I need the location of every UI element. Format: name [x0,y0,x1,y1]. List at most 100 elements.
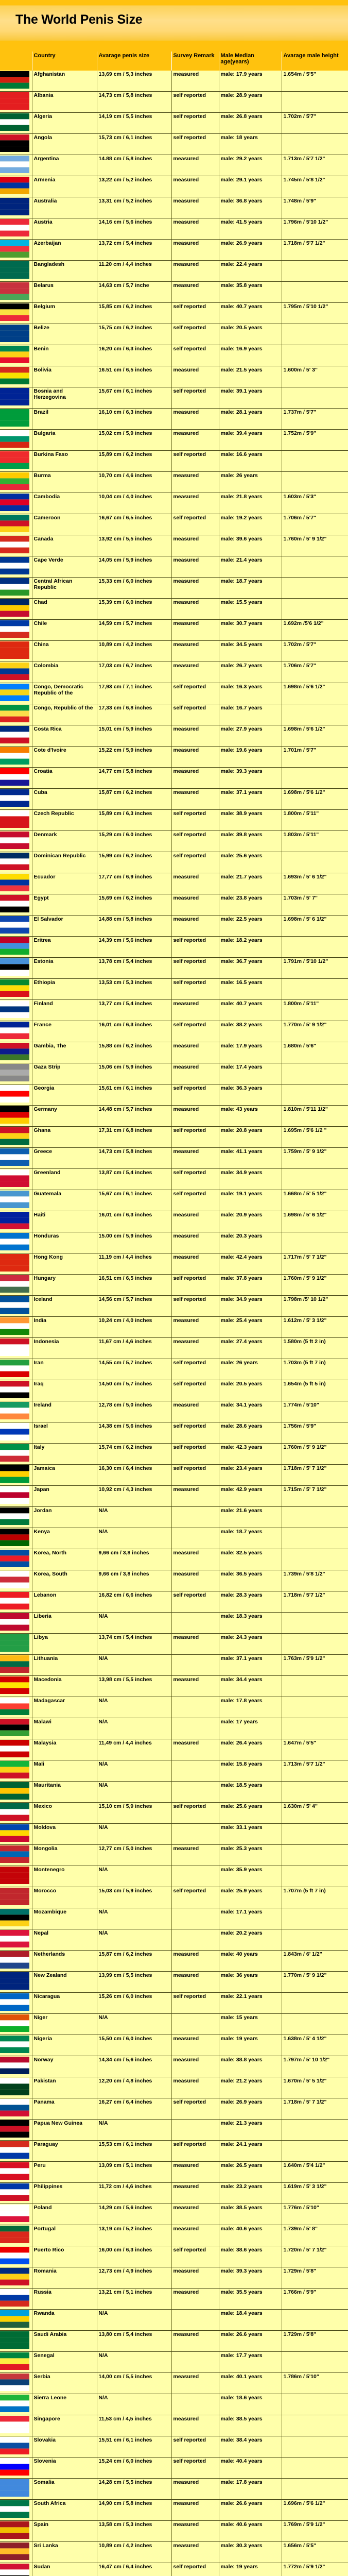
male-median-age: male: 15 years [219,2013,282,2035]
table-row: Serbia 14,00 cm / 5,5 inches measured male:… [0,2372,348,2394]
average-male-height: 1.630m / 5' 4" [282,1802,348,1824]
average-size: 14,59 cm / 5,7 inches [97,619,172,641]
average-male-height: 1.695m / 5'6 1/2 " [282,1126,348,1148]
country-name: Bulgaria [32,429,97,451]
flag-icon [0,2035,32,2056]
flag-icon [0,260,32,282]
average-male-height: 1.843m / 6' 1/2" [282,1950,348,1972]
survey-remark: measured [171,1147,219,1169]
flag-icon [0,2225,32,2246]
male-median-age: male: 26 years [219,1359,282,1380]
average-male-height [282,260,348,282]
male-median-age: male: 26.6 years [219,2330,282,2352]
flag-icon [0,1401,32,1422]
average-size: 14,56 cm / 5,7 inches [97,1295,172,1317]
survey-remark: measured [171,155,219,176]
average-male-height [282,2119,348,2141]
table-row: Czech Republic 15,89 cm / 6,3 inches self … [0,809,348,831]
country-name: Papua New Guinea [32,2119,97,2141]
average-male-height: 1.798m /5' 10 1/2" [282,1295,348,1317]
survey-remark: measured [171,1042,219,1063]
average-size: 13,87 cm / 5,4 inches [97,1168,172,1190]
country-name: Austria [32,218,97,240]
average-male-height: 1.718m / 5' 7 1/2" [282,1464,348,1486]
average-male-height [282,1232,348,1253]
country-name: Sierra Leone [32,2394,97,2415]
country-name: Burma [32,471,97,493]
table-row: Cuba 15,87 cm / 6,2 inches measured male: 3… [0,788,348,810]
average-male-height: 1.756m / 5'9" [282,1422,348,1444]
table-row: Madagascar N/A male: 17.8 years [0,1697,348,1718]
average-size: 14,55 cm / 5,7 inches [97,1359,172,1380]
table-row: Cameroon 16,67 cm / 6,5 inches self report… [0,514,348,535]
table-row: Malawi N/A male: 17 years [0,1718,348,1739]
male-median-age: male: 42.4 years [219,1253,282,1275]
average-size: 14,05 cm / 5,9 inches [97,556,172,578]
table-row: Korea, North 9,66 cm / 3,8 inches measured… [0,1549,348,1570]
country-name: Korea, North [32,1549,97,1570]
flag-icon [0,1781,32,1803]
survey-remark: measured [171,471,219,493]
average-male-height: 1.693m / 5' 6 1/2" [282,873,348,894]
male-median-age: male: 19.2 years [219,514,282,535]
male-median-age: male: 19 years [219,2035,282,2056]
flag-icon [0,1506,32,1528]
male-median-age: male: 23.4 years [219,1464,282,1486]
average-size: 14,90 cm / 5,8 inches [97,2499,172,2521]
average-size: 15,87 cm / 6,2 inches [97,788,172,810]
male-median-age: male: 21.3 years [219,2119,282,2141]
average-size: 15,29 cm / 6.0 inches [97,831,172,852]
survey-remark [171,1718,219,1739]
flag-icon [0,2119,32,2141]
male-median-age: male: 17.9 years [219,70,282,92]
survey-remark: self reported [171,514,219,535]
table-row: Pakistan 12,20 cm / 4,8 inches measured mal… [0,2077,348,2098]
average-size: 15,53 cm / 6,1 inches [97,2140,172,2162]
column-header-age: Male Median age(years) [219,52,282,71]
male-median-age: male: 26.8 years [219,112,282,134]
flag-icon [0,619,32,641]
average-male-height: 1.698m / 5'6 1/2" [282,725,348,747]
flag-icon [0,1295,32,1317]
average-male-height [282,2457,348,2479]
average-size: 15,39 cm / 6,0 inches [97,598,172,620]
country-name: Albania [32,91,97,113]
average-male-height [282,91,348,113]
average-male-height: 1.795m / 5'10 1/2" [282,302,348,324]
average-size: 17,93 cm / 7,1 inches [97,683,172,704]
table-row: Korea, South 9,66 cm / 3,8 inches measured… [0,1570,348,1591]
male-median-age: male: 39.3 years [219,2267,282,2289]
average-male-height: 1.715m / 5' 7 1/2" [282,1485,348,1507]
flag-icon [0,1887,32,1908]
male-median-age: male: 20.5 years [219,324,282,345]
flag-icon [0,1866,32,1887]
country-name: Benin [32,345,97,366]
average-male-height [282,556,348,578]
average-size: 13,58 cm / 5,3 inches [97,2520,172,2542]
average-male-height: 1.692m /5'6 1/2" [282,619,348,641]
table-row: Jordan N/A male: 21.6 years [0,1506,348,1528]
flag-icon [0,788,32,810]
table-row: Nicaragua 15,26 cm / 6,0 inches self repor… [0,1992,348,2014]
average-size: 13,77 cm / 5,4 inches [97,999,172,1021]
country-name: Belarus [32,281,97,303]
average-male-height: 1.769m / 5'9 1/2" [282,2520,348,2542]
table-row: Burma 10,70 cm / 4,6 inches measured male: … [0,471,348,493]
survey-remark: self reported [171,2098,219,2120]
table-row: Congo, Republic of the 17,33 cm / 6,8 inc… [0,704,348,725]
flag-icon [0,999,32,1021]
table-row: Iraq 14,50 cm / 5,7 inches self reported ma… [0,1380,348,1401]
country-name: Greenland [32,1168,97,1190]
country-name: Burkina Faso [32,450,97,472]
male-median-age: male: 17.4 years [219,1063,282,1084]
flag-icon [0,1190,32,1211]
average-size: 16,47 cm / 6,4 inches [97,2563,172,2576]
male-median-age: male: 19.6 years [219,746,282,768]
average-male-height [282,704,348,725]
table-row: Afghanistan 13,69 cm / 5,3 inches measured… [0,70,348,92]
male-median-age: male: 25.9 years [219,1887,282,1908]
average-size: 13,22 cm / 5,2 inches [97,176,172,197]
average-size: 14,48 cm / 5,7 inches [97,1105,172,1127]
average-size: N/A [97,2351,172,2373]
average-male-height [282,1084,348,1106]
